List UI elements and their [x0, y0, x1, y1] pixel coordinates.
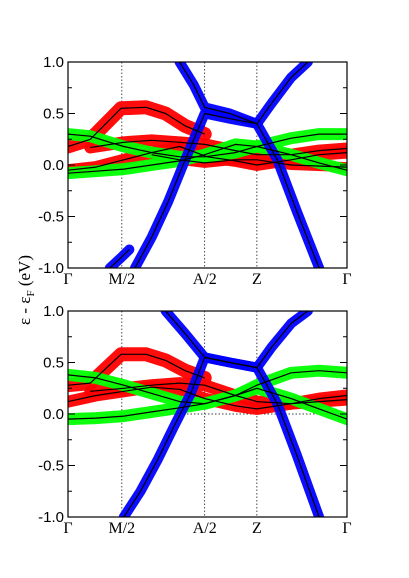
y-tick-label: 0.0 [43, 157, 64, 174]
bands-group [68, 311, 347, 517]
kpoint-label: Γ [342, 271, 351, 288]
top-panel: 1.00.50.0-0.5-1.0Γ M/2 A/2 Z Γ [38, 54, 351, 288]
band-blue-8 [251, 62, 313, 129]
kpoint-label: Γ [63, 271, 72, 288]
kpoint-label: Γ [342, 520, 351, 537]
band-line-0 [68, 353, 205, 386]
y-tick-label: -0.5 [38, 458, 64, 475]
y-tick-label: 1.0 [43, 54, 64, 71]
kpoint-label: Z [252, 271, 262, 288]
y-tick-label: 0.0 [43, 406, 64, 423]
kpoint-label: M/2 [109, 520, 136, 537]
band-line-7 [179, 62, 320, 268]
bands-group [68, 62, 347, 268]
band-line-6 [165, 311, 320, 517]
y-tick-label: -0.5 [38, 209, 64, 226]
kpoint-label: Z [252, 520, 262, 537]
band-line-7 [256, 311, 309, 368]
svg-text:ε - εF (eV): ε - εF (eV) [15, 255, 37, 325]
y-tick-label: 0.5 [43, 106, 64, 123]
kpoint-label: A/2 [193, 271, 217, 288]
y-tick-label: -1.0 [38, 509, 64, 526]
band-line-8 [256, 62, 309, 125]
band-line-2 [90, 139, 347, 156]
y-tick-label: -1.0 [38, 260, 64, 277]
band-line-9 [109, 249, 130, 268]
ylabel-sub: F [25, 290, 37, 296]
band-line-4 [68, 387, 347, 420]
ylabel-unit: (eV) [15, 255, 34, 290]
kpoint-label: M/2 [109, 271, 136, 288]
band-line-5 [68, 143, 347, 174]
ylabel-main: ε - ε [15, 297, 34, 325]
kpoint-label: A/2 [193, 520, 217, 537]
band-line-4 [68, 133, 347, 158]
band-blue-7 [251, 311, 313, 373]
band-line-3 [151, 154, 347, 168]
band-line-2 [90, 382, 347, 405]
band-line-6 [134, 112, 258, 268]
y-axis-label: ε - εF (eV) [15, 255, 37, 325]
kpoint-label: Γ [63, 520, 72, 537]
band-line-0 [68, 106, 205, 148]
bottom-panel: 1.00.50.0-0.5-1.0Γ M/2 A/2 Z Γ [38, 303, 351, 537]
y-tick-label: 0.5 [43, 355, 64, 372]
y-tick-label: 1.0 [43, 303, 64, 320]
